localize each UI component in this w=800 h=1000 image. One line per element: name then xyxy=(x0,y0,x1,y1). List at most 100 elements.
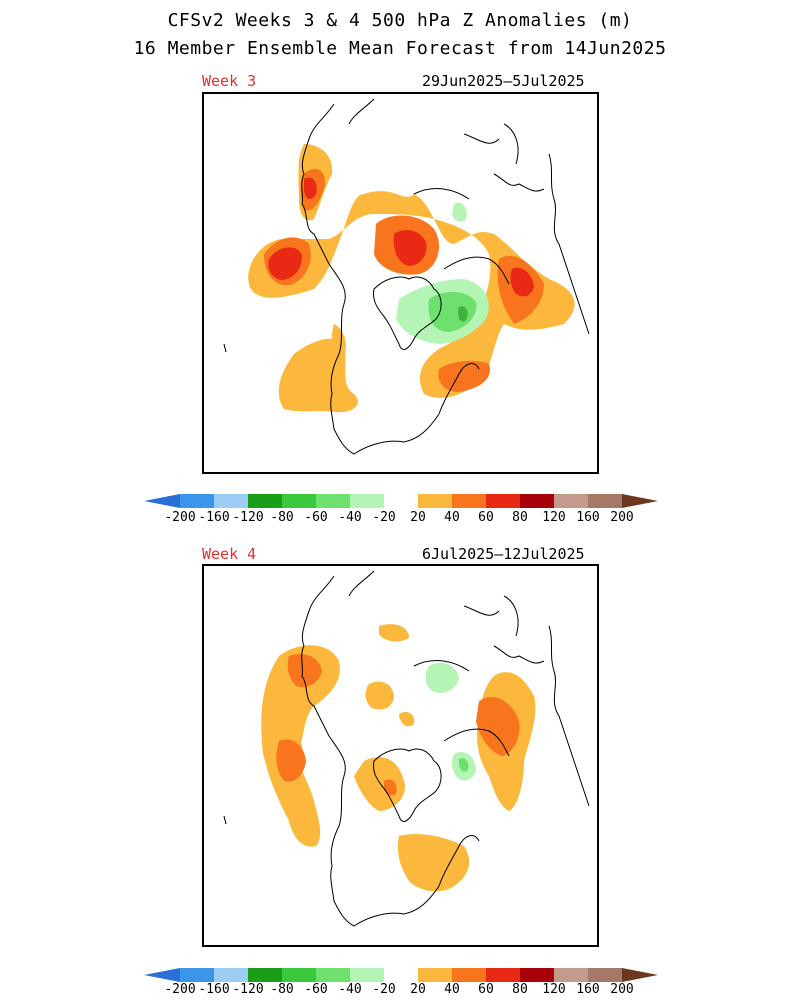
colorbar-week3 xyxy=(144,494,658,508)
map-week3 xyxy=(202,92,599,474)
positive-anomaly-region xyxy=(438,360,490,392)
negative-anomaly-region xyxy=(458,758,469,772)
colorbar-tick-label: 40 xyxy=(444,510,460,525)
colorbar-tick-label: 200 xyxy=(610,982,634,997)
colorbar-tick-label: -20 xyxy=(372,510,396,525)
colorbar-labels-week3: -200 -160 -120 -80 -60 -40 -20 20 40 60 80 120 160 20… xyxy=(144,510,658,528)
colorbar-box xyxy=(384,968,419,982)
colorbar-box xyxy=(316,968,351,982)
colorbar-box xyxy=(486,494,521,508)
anomaly-shading-week4 xyxy=(261,624,536,892)
colorbar-box xyxy=(452,494,487,508)
colorbar-labels-week4: -200 -160 -120 -80 -60 -40 -20 20 40 60 80 120 160 20… xyxy=(144,982,658,1000)
positive-anomaly-region xyxy=(276,739,306,782)
colorbar-tick-label: 200 xyxy=(610,510,634,525)
colorbar-tick-label: -200 xyxy=(164,510,196,525)
colorbar-tick-label: -120 xyxy=(232,510,264,525)
colorbar-box xyxy=(418,494,453,508)
colorbar-tick-label: 160 xyxy=(576,982,600,997)
positive-anomaly-region xyxy=(332,324,346,356)
colorbar-tick-label: -80 xyxy=(270,982,294,997)
colorbar-box xyxy=(350,968,385,982)
positive-anomaly-region xyxy=(379,624,409,642)
colorbar-box xyxy=(418,968,453,982)
colorbar-box xyxy=(248,968,283,982)
colorbar-tick-label: 80 xyxy=(512,982,528,997)
map-week3-svg xyxy=(223,98,590,455)
panel-week4-dates: 6Jul2025–12Jul2025 xyxy=(422,545,585,563)
colorbar-box xyxy=(282,494,317,508)
colorbar-tick-label: 60 xyxy=(478,510,494,525)
panel-week4-label: Week 4 xyxy=(202,545,257,563)
positive-anomaly-region xyxy=(289,818,316,843)
colorbar-arrow-high xyxy=(622,968,658,982)
colorbar-tick-label: 40 xyxy=(444,982,460,997)
colorbar-box xyxy=(180,494,215,508)
colorbar-tick-label: -20 xyxy=(372,982,396,997)
positive-anomaly-region xyxy=(278,338,358,413)
positive-anomaly-region xyxy=(399,712,415,727)
colorbar-arrow-low xyxy=(144,494,180,508)
anomaly-shading-week3 xyxy=(248,144,575,413)
map-week4 xyxy=(202,564,599,947)
negative-anomaly-region xyxy=(425,662,459,693)
map-week4-svg xyxy=(223,570,590,927)
positive-anomaly-region xyxy=(476,697,520,756)
colorbar-box xyxy=(248,494,283,508)
colorbar-tick-label: -40 xyxy=(338,510,362,525)
negative-anomaly-region xyxy=(458,306,468,322)
positive-anomaly-region xyxy=(354,757,405,811)
colorbar-box xyxy=(180,968,215,982)
colorbar-tick-label: 20 xyxy=(410,982,426,997)
positive-anomaly-region xyxy=(397,834,470,892)
positive-anomaly-region xyxy=(383,779,397,796)
colorbar-box xyxy=(588,968,623,982)
positive-anomaly-region xyxy=(287,654,322,688)
negative-anomaly-region xyxy=(428,291,477,332)
positive-anomaly-region xyxy=(510,267,534,297)
colorbar-box xyxy=(520,968,555,982)
positive-anomaly-region xyxy=(261,645,340,847)
colorbar-tick-label: 120 xyxy=(542,510,566,525)
colorbar-arrow-low xyxy=(144,968,180,982)
panel-week3-label: Week 3 xyxy=(202,72,257,90)
colorbar-tick-label: 20 xyxy=(410,510,426,525)
colorbar-arrow-high xyxy=(622,494,658,508)
coastlines-week4 xyxy=(223,570,590,927)
colorbar-tick-label: -120 xyxy=(232,982,264,997)
positive-anomaly-region xyxy=(304,177,317,199)
colorbar-box xyxy=(214,494,249,508)
colorbar-box xyxy=(554,494,589,508)
colorbar-week4 xyxy=(144,968,658,982)
colorbar-tick-label: -60 xyxy=(304,982,328,997)
positive-anomaly-region xyxy=(268,247,302,280)
positive-anomaly-region xyxy=(365,681,394,710)
colorbar-tick-label: -160 xyxy=(198,982,230,997)
colorbar-tick-label: -160 xyxy=(198,510,230,525)
figure-subtitle: 16 Member Ensemble Mean Forecast from 14… xyxy=(133,38,667,59)
colorbar-box xyxy=(452,968,487,982)
colorbar-tick-label: 80 xyxy=(512,510,528,525)
colorbar-box xyxy=(588,494,623,508)
colorbar-tick-label: -40 xyxy=(338,982,362,997)
colorbar-box xyxy=(520,494,555,508)
colorbar-tick-label: 60 xyxy=(478,982,494,997)
colorbar-box xyxy=(554,968,589,982)
colorbar-box xyxy=(486,968,521,982)
colorbar-box xyxy=(384,494,419,508)
positive-anomaly-region xyxy=(393,230,427,266)
colorbar-box xyxy=(214,968,249,982)
colorbar-box xyxy=(350,494,385,508)
colorbar-tick-label: -60 xyxy=(304,510,328,525)
colorbar-tick-label: 120 xyxy=(542,982,566,997)
figure-title: CFSv2 Weeks 3 & 4 500 hPa Z Anomalies (m… xyxy=(167,10,633,31)
colorbar-tick-label: 160 xyxy=(576,510,600,525)
colorbar-tick-label: -80 xyxy=(270,510,294,525)
colorbar-box xyxy=(316,494,351,508)
coastlines-week3 xyxy=(223,98,590,455)
colorbar-tick-label: -200 xyxy=(164,982,196,997)
colorbar-box xyxy=(282,968,317,982)
negative-anomaly-region xyxy=(452,202,467,222)
panel-week3-dates: 29Jun2025–5Jul2025 xyxy=(422,72,585,90)
positive-anomaly-region xyxy=(248,191,575,398)
